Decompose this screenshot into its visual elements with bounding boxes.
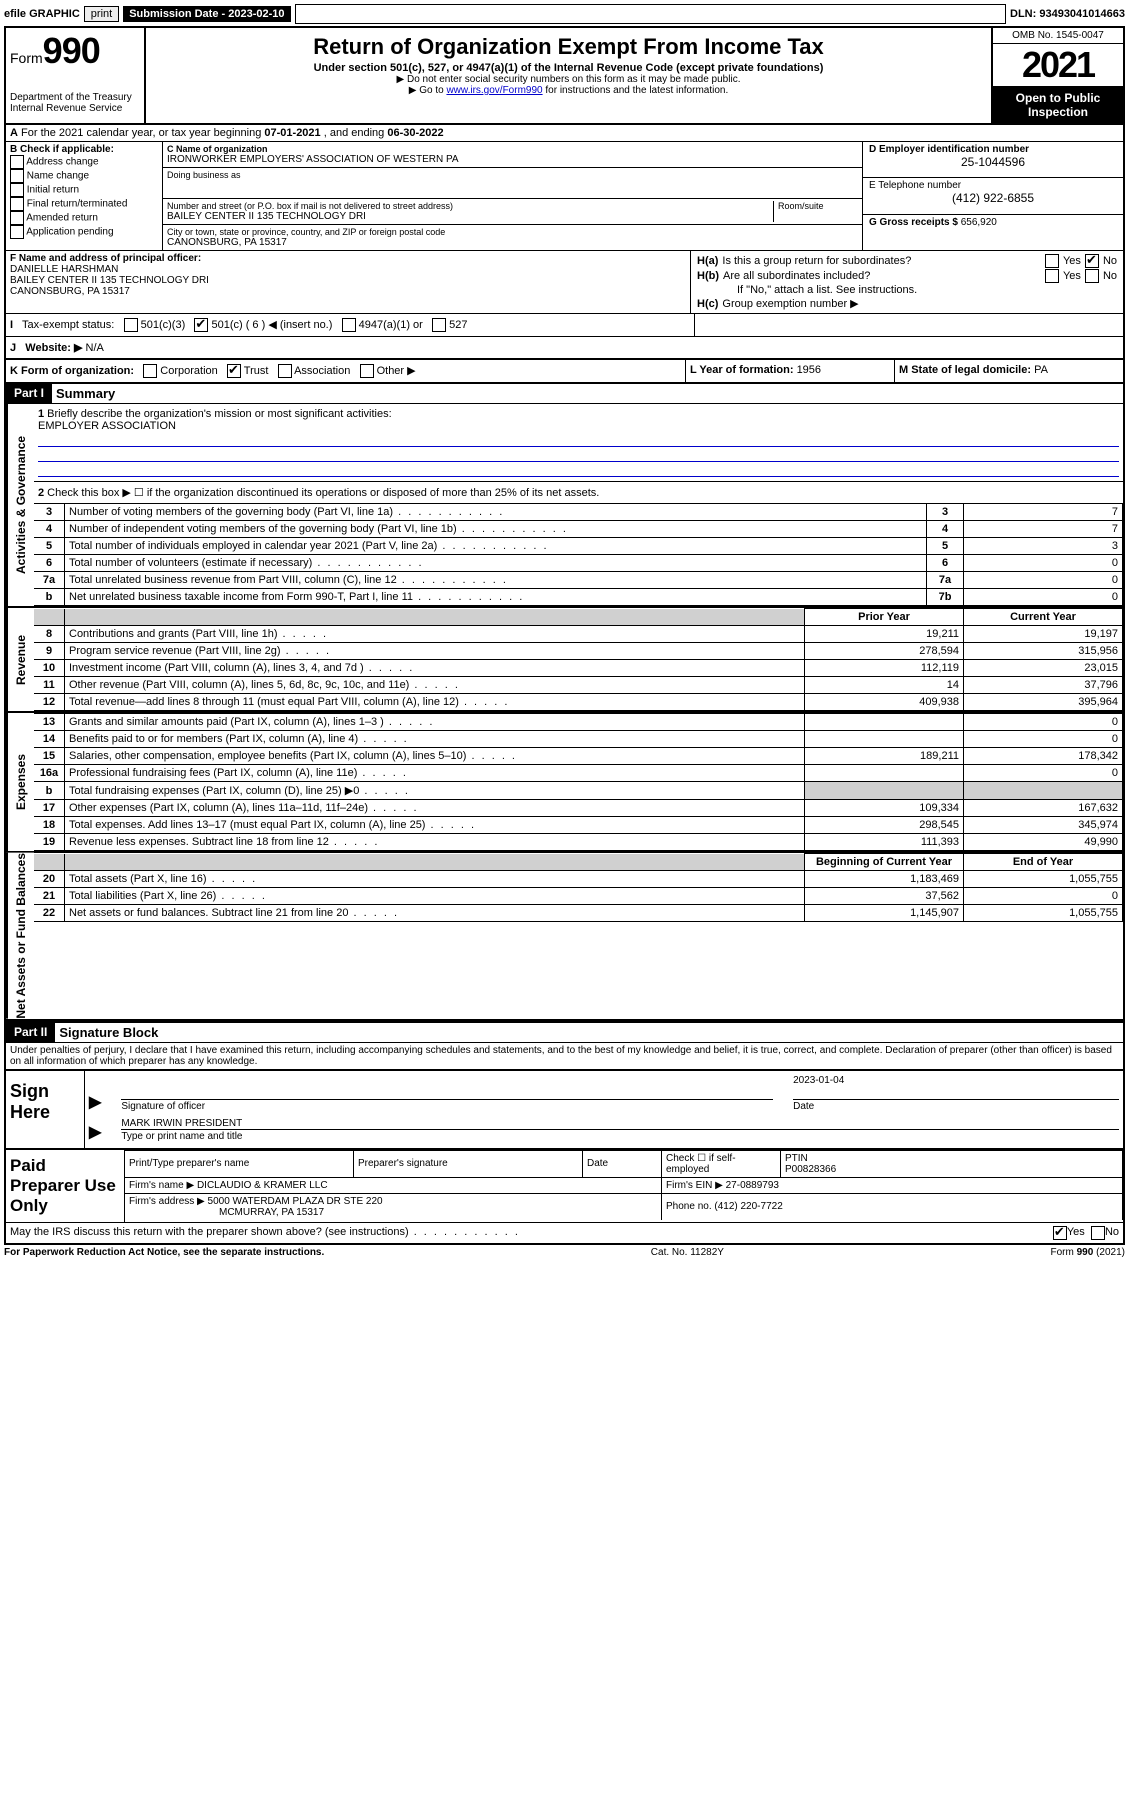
- part1-header: Part I: [6, 384, 52, 403]
- discuss-no[interactable]: [1091, 1226, 1105, 1240]
- spacer-box: [295, 4, 1007, 24]
- checkbox-initial-return[interactable]: [10, 183, 24, 197]
- omb-year-box: OMB No. 1545-0047 2021 Open to Public In…: [991, 28, 1123, 123]
- footer-mid: Cat. No. 11282Y: [651, 1247, 724, 1258]
- checkbox-address-change[interactable]: [10, 155, 24, 169]
- checkbox-amended[interactable]: [10, 211, 24, 225]
- checkbox-app-pending[interactable]: [10, 225, 24, 239]
- cb-trust[interactable]: [227, 364, 241, 378]
- section-b-checkboxes: B Check if applicable: Address change Na…: [6, 142, 163, 250]
- row-k-form-org: K Form of organization: Corporation Trus…: [6, 360, 685, 382]
- part1-title: Summary: [52, 384, 119, 403]
- irs-link[interactable]: www.irs.gov/Form990: [446, 85, 542, 96]
- footer-right: Form 990 (2021): [1051, 1247, 1125, 1258]
- cb-assoc[interactable]: [278, 364, 292, 378]
- row-hc-continued: [695, 314, 1123, 336]
- row-l-year: L Year of formation: 1956: [685, 360, 894, 382]
- section-h-group: H(a) Is this a group return for subordin…: [691, 251, 1123, 313]
- sign-here-body: ▶ Signature of officer 2023-01-04 Date ▶…: [85, 1071, 1123, 1148]
- side-label: Net Assets or Fund Balances: [6, 853, 34, 1019]
- sign-here-label: Sign Here: [6, 1071, 85, 1148]
- section-f-officer: F Name and address of principal officer:…: [6, 251, 691, 313]
- ha-no[interactable]: [1085, 254, 1099, 268]
- row-j-website: J Website: ▶ N/A: [6, 337, 1123, 360]
- row-i-tax-status: I Tax-exempt status: 501(c)(3) 501(c) ( …: [6, 314, 695, 336]
- section-d-ein-phone: D Employer identification number 25-1044…: [862, 142, 1123, 250]
- section-c-org-info: C Name of organization IRONWORKER EMPLOY…: [163, 142, 862, 250]
- cb-4947[interactable]: [342, 318, 356, 332]
- cb-501c[interactable]: [194, 318, 208, 332]
- arrow-icon: ▶: [89, 1092, 101, 1112]
- form-title-box: Return of Organization Exempt From Incom…: [146, 28, 991, 123]
- paid-preparer-label: Paid Preparer Use Only: [6, 1150, 125, 1222]
- discuss-yes[interactable]: [1053, 1226, 1067, 1240]
- side-label: Expenses: [6, 713, 34, 851]
- checkbox-final-return[interactable]: [10, 197, 24, 211]
- side-label-governance: Activities & Governance: [6, 404, 34, 606]
- row-m-state: M State of legal domicile: PA: [894, 360, 1123, 382]
- dln-label: DLN: 93493041014663: [1010, 8, 1125, 20]
- form-id-box: Form990 Department of the Treasury Inter…: [6, 28, 146, 123]
- cb-other[interactable]: [360, 364, 374, 378]
- row-a-tax-year: A For the 2021 calendar year, or tax yea…: [6, 125, 1123, 142]
- checkbox-name-change[interactable]: [10, 169, 24, 183]
- may-discuss-row: May the IRS discuss this return with the…: [6, 1223, 1123, 1243]
- print-button[interactable]: print: [84, 6, 119, 22]
- paid-preparer-body: Print/Type preparer's name Preparer's si…: [125, 1150, 1123, 1222]
- submission-date: Submission Date - 2023-02-10: [123, 6, 290, 22]
- hb-yes[interactable]: [1045, 269, 1059, 283]
- form-title: Return of Organization Exempt From Incom…: [150, 34, 987, 60]
- cb-527[interactable]: [432, 318, 446, 332]
- arrow-icon: ▶: [89, 1122, 101, 1142]
- side-label: Revenue: [6, 608, 34, 711]
- ha-yes[interactable]: [1045, 254, 1059, 268]
- footer-left: For Paperwork Reduction Act Notice, see …: [4, 1247, 324, 1258]
- cb-corp[interactable]: [143, 364, 157, 378]
- part2-header: Part II: [6, 1023, 55, 1042]
- declaration-text: Under penalties of perjury, I declare th…: [6, 1043, 1123, 1071]
- cb-501c3[interactable]: [124, 318, 138, 332]
- part2-title: Signature Block: [55, 1023, 162, 1042]
- hb-no[interactable]: [1085, 269, 1099, 283]
- efile-label: efile GRAPHIC: [4, 8, 80, 20]
